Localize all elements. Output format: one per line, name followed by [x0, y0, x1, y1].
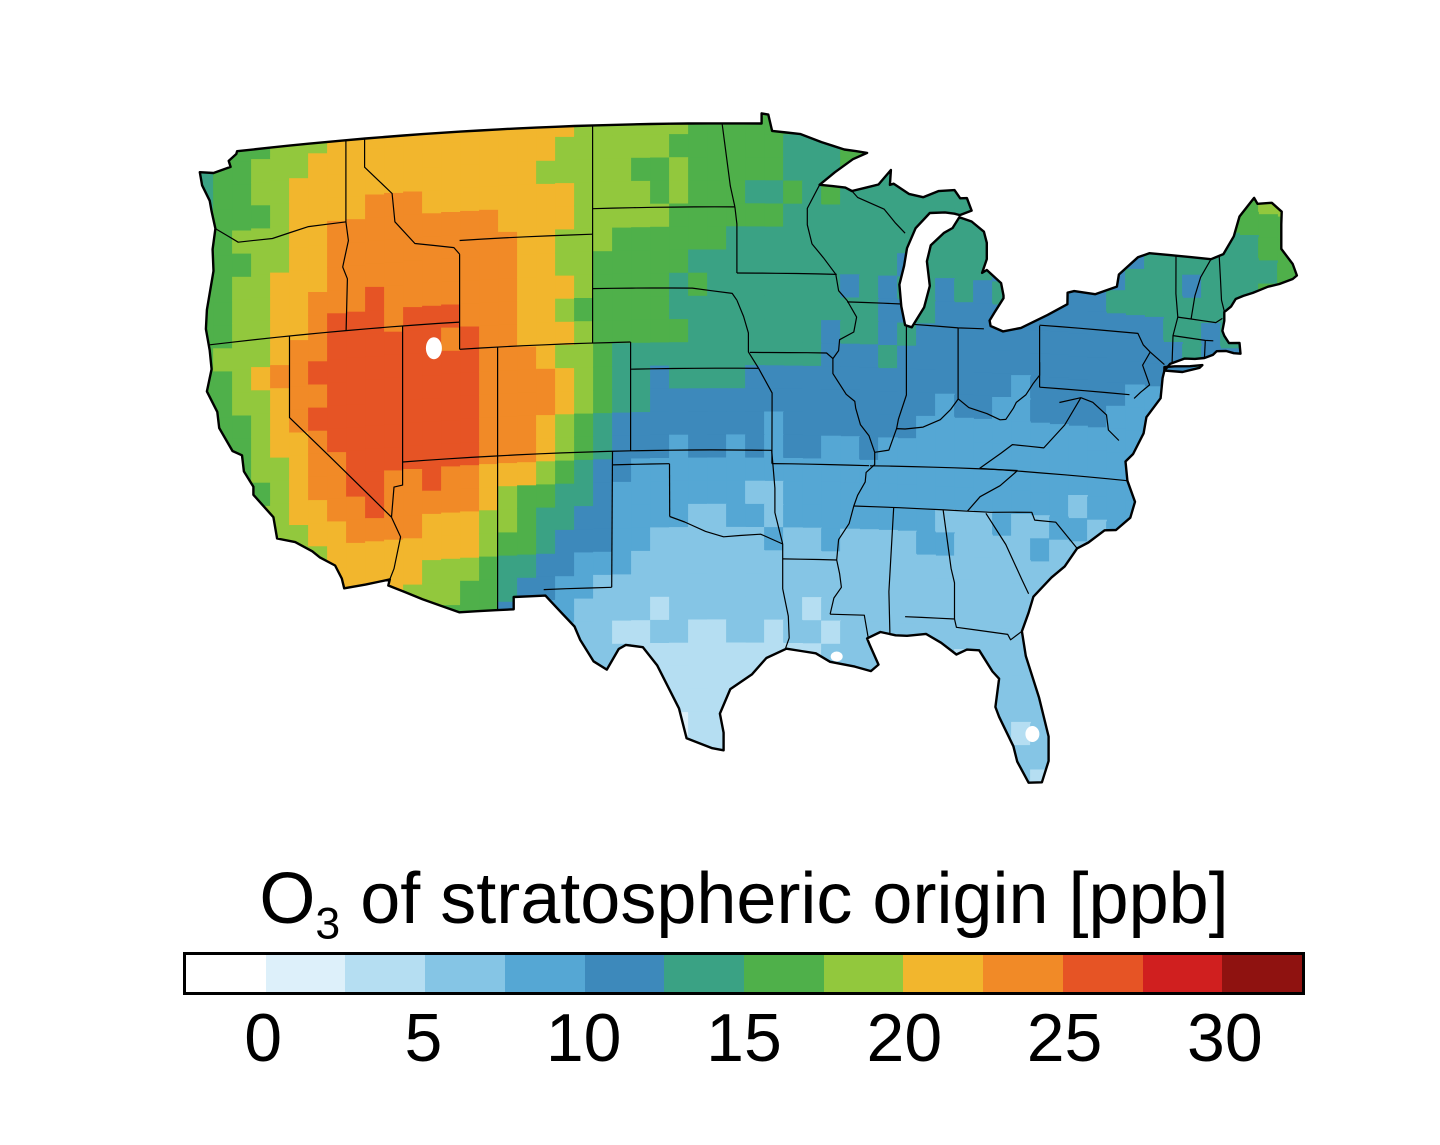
colorbar-segment: [584, 955, 665, 992]
colorbar-segment: [265, 955, 346, 992]
state-border: [669, 515, 783, 545]
tick-label-25: 25: [1026, 1000, 1103, 1076]
state-border: [782, 544, 790, 649]
state-border: [389, 516, 402, 580]
tick-label-5: 5: [404, 1000, 443, 1076]
state-border: [209, 321, 460, 346]
tick-label-0: 0: [244, 1000, 283, 1076]
state-border: [364, 138, 461, 255]
state-border: [390, 326, 404, 518]
state-border: [782, 558, 837, 561]
state-border: [736, 299, 760, 369]
colorbar-strip: [183, 952, 1305, 995]
state-border: [979, 397, 1082, 469]
state-border: [979, 467, 1129, 482]
state-border: [758, 368, 773, 464]
state-border: [342, 140, 349, 331]
heatmap-cells: [199, 113, 1297, 783]
state-border: [459, 341, 631, 350]
state-border: [1149, 351, 1165, 366]
title-suffix: of stratospheric origin [ppb]: [340, 859, 1229, 939]
us-map-heatmap: [198, 112, 1299, 784]
colorbar-segment: [1142, 955, 1223, 992]
state-border: [1190, 258, 1212, 320]
tick-label-15: 15: [706, 1000, 782, 1076]
state-border: [905, 616, 1023, 641]
state-border: [592, 206, 735, 210]
tick-label-30: 30: [1187, 1000, 1263, 1076]
state-border: [985, 512, 1030, 594]
state-border: [288, 336, 392, 518]
colorbar: 0 5 10 15 20 25 30: [183, 952, 1305, 1089]
state-border: [402, 450, 631, 463]
title-prefix: O: [259, 859, 316, 939]
state-border: [1177, 316, 1223, 324]
state-border: [543, 586, 612, 591]
state-border: [874, 362, 1041, 453]
state-border: [1172, 335, 1214, 342]
state-border: [888, 507, 895, 634]
state-border: [896, 325, 907, 429]
state-border: [771, 450, 784, 545]
state-border: [966, 470, 1018, 512]
tick-label-20: 20: [866, 1000, 943, 1076]
tick-label-10: 10: [545, 1000, 622, 1076]
state-border: [771, 463, 870, 467]
state-border: [721, 123, 736, 208]
colorbar-segment: [823, 955, 904, 992]
colorbar-segment: [1222, 955, 1303, 992]
colorbar-tick-labels: 0 5 10 15 20 25 30: [183, 999, 1305, 1089]
colorbar-segment: [1062, 955, 1143, 992]
state-border: [459, 233, 593, 242]
colorbar-segment: [345, 955, 426, 992]
state-border: [592, 287, 738, 301]
state-border: [749, 351, 834, 360]
state-border: [630, 367, 759, 370]
state-border: [830, 613, 869, 638]
state-border: [1203, 340, 1206, 359]
state-border: [1039, 386, 1130, 396]
state-border: [942, 509, 956, 619]
la-coastal-water: [830, 651, 843, 662]
us-outline: [198, 112, 1299, 784]
state-border: [851, 190, 906, 234]
chart-title: O3 of stratospheric origin [ppb]: [120, 858, 1368, 946]
state-border: [734, 206, 738, 273]
state-border: [853, 505, 968, 512]
state-border: [611, 451, 614, 588]
great-salt-lake: [425, 337, 442, 360]
state-border: [736, 272, 837, 275]
state-border: [630, 449, 772, 452]
colorbar-segment: [744, 955, 824, 992]
state-border: [1218, 252, 1225, 312]
colorbar-segment: [664, 955, 745, 992]
colorbar-segment: [504, 955, 585, 992]
lake-okeechobee: [1025, 726, 1040, 742]
title-subscript: 3: [315, 899, 341, 949]
state-border: [215, 221, 347, 243]
colorbar-segment: [983, 955, 1063, 992]
state-border: [912, 323, 984, 330]
colorbar-segment: [425, 955, 505, 992]
colorbar-segment: [186, 955, 266, 992]
state-border: [612, 463, 670, 466]
lakes: [425, 337, 1040, 742]
state-borders: [209, 123, 1225, 649]
state-border: [806, 184, 876, 453]
colorbar-segment: [903, 955, 984, 992]
state-border: [829, 452, 876, 615]
state-border: [1039, 324, 1151, 353]
state-border: [847, 301, 902, 305]
state-border: [967, 510, 1078, 549]
state-border: [1059, 397, 1120, 441]
state-border: [1133, 351, 1151, 399]
